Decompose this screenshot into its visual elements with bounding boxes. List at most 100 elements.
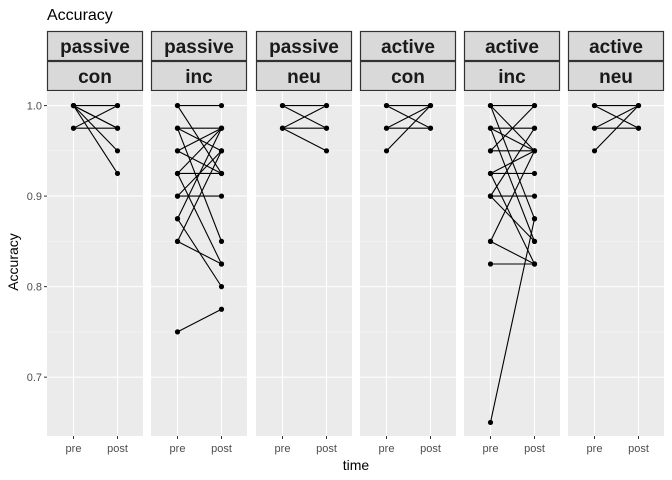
facet-strip (46, 30, 144, 62)
data-point-pre (383, 102, 390, 109)
facet-strip (255, 30, 353, 62)
facet-strip (150, 30, 248, 62)
facet-strip (359, 30, 457, 62)
subject-line (73, 105, 118, 129)
subject-line (73, 105, 118, 174)
data-point-post (531, 102, 538, 109)
data-point-pre (487, 125, 494, 131)
data-point-pre (487, 238, 494, 244)
data-point-post (114, 102, 121, 109)
data-point-post (531, 148, 538, 154)
panel-background (568, 92, 664, 436)
facet-strip (463, 60, 561, 92)
x-tick-label: post (316, 443, 337, 455)
data-point-pre (174, 216, 181, 222)
data-point-pre (174, 238, 181, 244)
data-point-pre (383, 148, 390, 154)
x-tick-label: post (420, 443, 441, 455)
subject-line (490, 127, 535, 152)
data-point-post (531, 261, 538, 267)
data-point-post (531, 216, 538, 222)
panel-background (256, 92, 352, 436)
facet-strip (463, 30, 561, 62)
facet-panel-passive-neu: passive neu pre post (255, 30, 353, 455)
data-point-pre (70, 125, 77, 131)
subject-line (177, 127, 222, 219)
subject-line (177, 308, 222, 333)
data-point-pre (591, 148, 598, 154)
y-tick-label: 1.0 (27, 101, 42, 113)
data-point-post (218, 170, 225, 177)
data-point-post (218, 261, 225, 267)
data-point-post (323, 125, 330, 131)
data-point-pre (70, 102, 77, 109)
y-tick-label: 0.9 (27, 191, 42, 203)
facet-strip-label: active (485, 37, 539, 58)
facet-strip-label: neu (287, 67, 321, 88)
data-point-pre (174, 125, 181, 131)
facet-panel-passive-inc: passive inc pre post (150, 30, 248, 455)
facet-strip-label: inc (498, 67, 526, 88)
x-tick-label: pre (66, 443, 82, 455)
data-point-pre (487, 261, 494, 267)
x-tick-label: pre (483, 443, 499, 455)
data-point-post (218, 193, 225, 199)
x-tick-label: pre (587, 443, 603, 455)
x-tick-label: pre (379, 443, 395, 455)
data-point-post (635, 125, 642, 131)
x-axis-title: time (343, 457, 370, 473)
data-point-post (531, 238, 538, 244)
subject-line (386, 105, 431, 152)
x-tick-label: post (524, 443, 545, 455)
subject-line (490, 195, 535, 242)
data-point-post (427, 102, 434, 109)
facet-panel-active-con: active con pre post (359, 30, 457, 455)
data-point-pre (174, 170, 181, 177)
facet-strip (150, 60, 248, 92)
facet-strip-label: con (391, 67, 425, 88)
y-axis-title: Accuracy (5, 233, 21, 291)
data-point-post (218, 238, 225, 244)
facet-panel-active-neu: active neu pre post (567, 30, 665, 455)
x-tick-label: pre (170, 443, 186, 455)
y-tick-label: 0.8 (27, 282, 42, 294)
subject-line (177, 150, 222, 174)
subject-line (594, 105, 639, 152)
subject-line (594, 105, 639, 129)
subject-line (177, 240, 222, 265)
panel-background (151, 92, 247, 436)
data-point-post (218, 148, 225, 154)
x-tick-label: post (107, 443, 128, 455)
x-tick-label: post (628, 443, 649, 455)
facet-strip (359, 60, 457, 92)
subject-line (282, 105, 327, 129)
data-point-pre (383, 125, 390, 131)
facet-strip (567, 30, 665, 62)
facet-strip (567, 60, 665, 92)
data-point-post (531, 193, 538, 199)
facet-strip-label: passive (164, 37, 234, 58)
subject-line (386, 105, 431, 129)
chart-title: Accuracy (47, 7, 113, 24)
data-point-pre (487, 419, 494, 426)
data-point-post (323, 102, 330, 109)
y-tick-label: 0.7 (27, 372, 42, 384)
x-tick-label: post (211, 443, 232, 455)
data-point-pre (279, 125, 286, 131)
data-point-pre (487, 170, 494, 177)
data-point-post (218, 125, 225, 131)
data-point-post (114, 125, 121, 131)
data-point-post (531, 170, 538, 177)
facet-panel-active-inc: active inc pre post (463, 30, 561, 455)
data-point-pre (591, 102, 598, 109)
data-point-pre (174, 193, 181, 199)
data-point-pre (279, 102, 286, 109)
data-point-post (114, 170, 121, 177)
subject-line (282, 127, 327, 152)
panel-background (47, 92, 143, 436)
data-point-pre (487, 193, 494, 199)
facet-strip (255, 60, 353, 92)
panel-background (360, 92, 456, 436)
data-point-pre (174, 102, 181, 109)
